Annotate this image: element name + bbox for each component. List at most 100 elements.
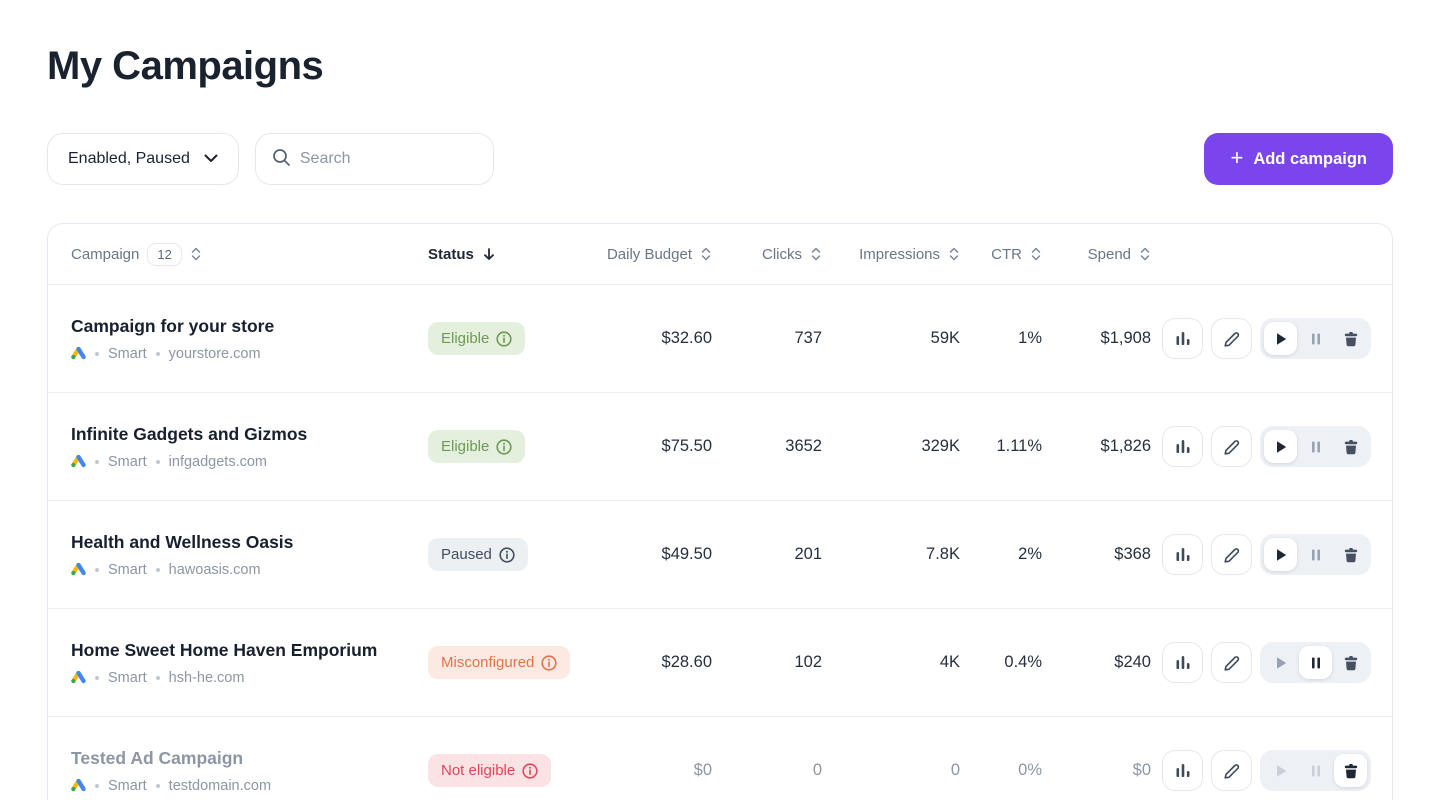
delete-button[interactable]: [1334, 754, 1367, 787]
campaign-name[interactable]: Health and Wellness Oasis: [71, 531, 294, 552]
status-badge[interactable]: Misconfigured: [428, 646, 571, 679]
campaign-state-toggle: [1260, 642, 1371, 683]
info-icon: [499, 546, 515, 563]
play-button[interactable]: [1264, 322, 1297, 355]
status-badge[interactable]: Paused: [428, 538, 528, 571]
campaign-name[interactable]: Infinite Gadgets and Gizmos: [71, 423, 308, 444]
delete-button[interactable]: [1334, 430, 1367, 463]
table-header: Campaign 12 Status Daily Budget Clicks I…: [48, 224, 1392, 284]
google-ads-icon: [71, 671, 86, 684]
column-daily-budget: Daily Budget: [603, 246, 712, 263]
campaign-type: Smart: [108, 453, 147, 470]
search-box[interactable]: [254, 133, 494, 185]
status-badge[interactable]: Eligible: [428, 322, 526, 355]
campaigns-page: My Campaigns Enabled, Paused + Add campa…: [0, 44, 1440, 800]
delete-button[interactable]: [1334, 538, 1367, 571]
column-clicks-label: Clicks: [762, 245, 802, 263]
spend-value: $368: [1114, 545, 1151, 563]
stats-button[interactable]: [1162, 318, 1203, 359]
status-label: Eligible: [441, 330, 490, 347]
spend-value: $240: [1114, 653, 1151, 671]
ctr-value: 0%: [1018, 761, 1042, 779]
campaign-domain: hsh-he.com: [168, 669, 245, 686]
campaign-subtitle: Smart yourstore.com: [71, 346, 261, 362]
campaign-state-toggle: [1260, 534, 1371, 575]
ctr-value: 1.11%: [996, 437, 1042, 455]
play-button[interactable]: [1264, 430, 1297, 463]
dot-separator: [155, 351, 160, 356]
delete-button[interactable]: [1334, 646, 1367, 679]
status-filter-dropdown[interactable]: Enabled, Paused: [47, 133, 239, 185]
daily-budget-value: $0: [693, 761, 712, 779]
pause-button: [1299, 754, 1332, 787]
column-impressions: Impressions: [822, 246, 960, 263]
campaign-subtitle: Smart hsh-he.com: [71, 670, 244, 686]
campaign-name[interactable]: Tested Ad Campaign: [71, 747, 244, 768]
clicks-value: 102: [794, 653, 822, 671]
sort-icon[interactable]: [1139, 247, 1151, 261]
table-row: Home Sweet Home Haven Emporium Smart hsh…: [48, 608, 1392, 716]
clicks-value: 3652: [785, 437, 822, 455]
campaign-state-toggle: [1260, 318, 1371, 359]
pause-button[interactable]: [1299, 430, 1332, 463]
spend-value: $0: [1132, 761, 1151, 779]
sort-icon[interactable]: [810, 247, 822, 261]
sort-icon[interactable]: [1030, 247, 1042, 261]
search-icon: [272, 148, 290, 171]
status-label: Eligible: [441, 438, 490, 455]
status-filter-value: Enabled, Paused: [68, 150, 190, 167]
edit-button[interactable]: [1211, 318, 1252, 359]
edit-button[interactable]: [1211, 426, 1252, 467]
delete-button[interactable]: [1334, 322, 1367, 355]
status-badge[interactable]: Not eligible: [428, 754, 552, 787]
stats-button[interactable]: [1162, 426, 1203, 467]
table-row: Health and Wellness Oasis Smart hawoasis…: [48, 500, 1392, 608]
edit-button[interactable]: [1211, 534, 1252, 575]
play-button[interactable]: [1264, 646, 1297, 679]
campaign-name[interactable]: Home Sweet Home Haven Emporium: [71, 639, 378, 660]
sort-icon[interactable]: [190, 247, 202, 261]
play-button[interactable]: [1264, 538, 1297, 571]
sort-icon[interactable]: [700, 247, 712, 261]
campaign-subtitle: Smart testdomain.com: [71, 778, 271, 794]
search-input[interactable]: [299, 150, 477, 168]
dot-separator: [95, 567, 99, 572]
campaign-type: Smart: [108, 777, 147, 794]
column-daily-budget-label: Daily Budget: [606, 245, 692, 263]
impressions-value: 4K: [939, 653, 960, 671]
add-campaign-button[interactable]: + Add campaign: [1204, 133, 1393, 185]
info-icon: [522, 762, 538, 779]
campaign-name[interactable]: Campaign for your store: [71, 315, 275, 336]
dot-separator: [155, 567, 160, 572]
pause-button[interactable]: [1299, 322, 1332, 355]
sort-icon[interactable]: [948, 247, 960, 261]
clicks-value: 201: [794, 545, 822, 563]
pause-button[interactable]: [1299, 538, 1332, 571]
dot-separator: [95, 459, 99, 464]
google-ads-icon: [71, 779, 86, 792]
status-label: Not eligible: [441, 762, 516, 779]
arrow-down-icon: [482, 247, 496, 261]
column-ctr-label: CTR: [991, 245, 1022, 263]
clicks-value: 0: [812, 761, 822, 779]
chevron-down-icon: [204, 150, 218, 168]
status-label: Misconfigured: [441, 654, 535, 671]
dot-separator: [155, 675, 160, 680]
stats-button[interactable]: [1162, 534, 1203, 575]
stats-button[interactable]: [1162, 750, 1203, 791]
spend-value: $1,826: [1100, 437, 1151, 455]
edit-button[interactable]: [1211, 750, 1252, 791]
edit-button[interactable]: [1211, 642, 1252, 683]
campaign-type: Smart: [108, 345, 147, 362]
status-badge[interactable]: Eligible: [428, 430, 526, 463]
column-impressions-label: Impressions: [859, 245, 940, 263]
stats-button[interactable]: [1162, 642, 1203, 683]
column-status[interactable]: Status: [428, 246, 603, 263]
campaign-state-toggle: [1260, 426, 1371, 467]
pause-button[interactable]: [1299, 646, 1332, 679]
info-icon: [496, 330, 512, 347]
table-row: Tested Ad Campaign Smart testdomain.com …: [48, 716, 1392, 800]
campaign-type: Smart: [108, 561, 147, 578]
column-status-label: Status: [428, 245, 474, 263]
plus-icon: +: [1230, 145, 1244, 170]
